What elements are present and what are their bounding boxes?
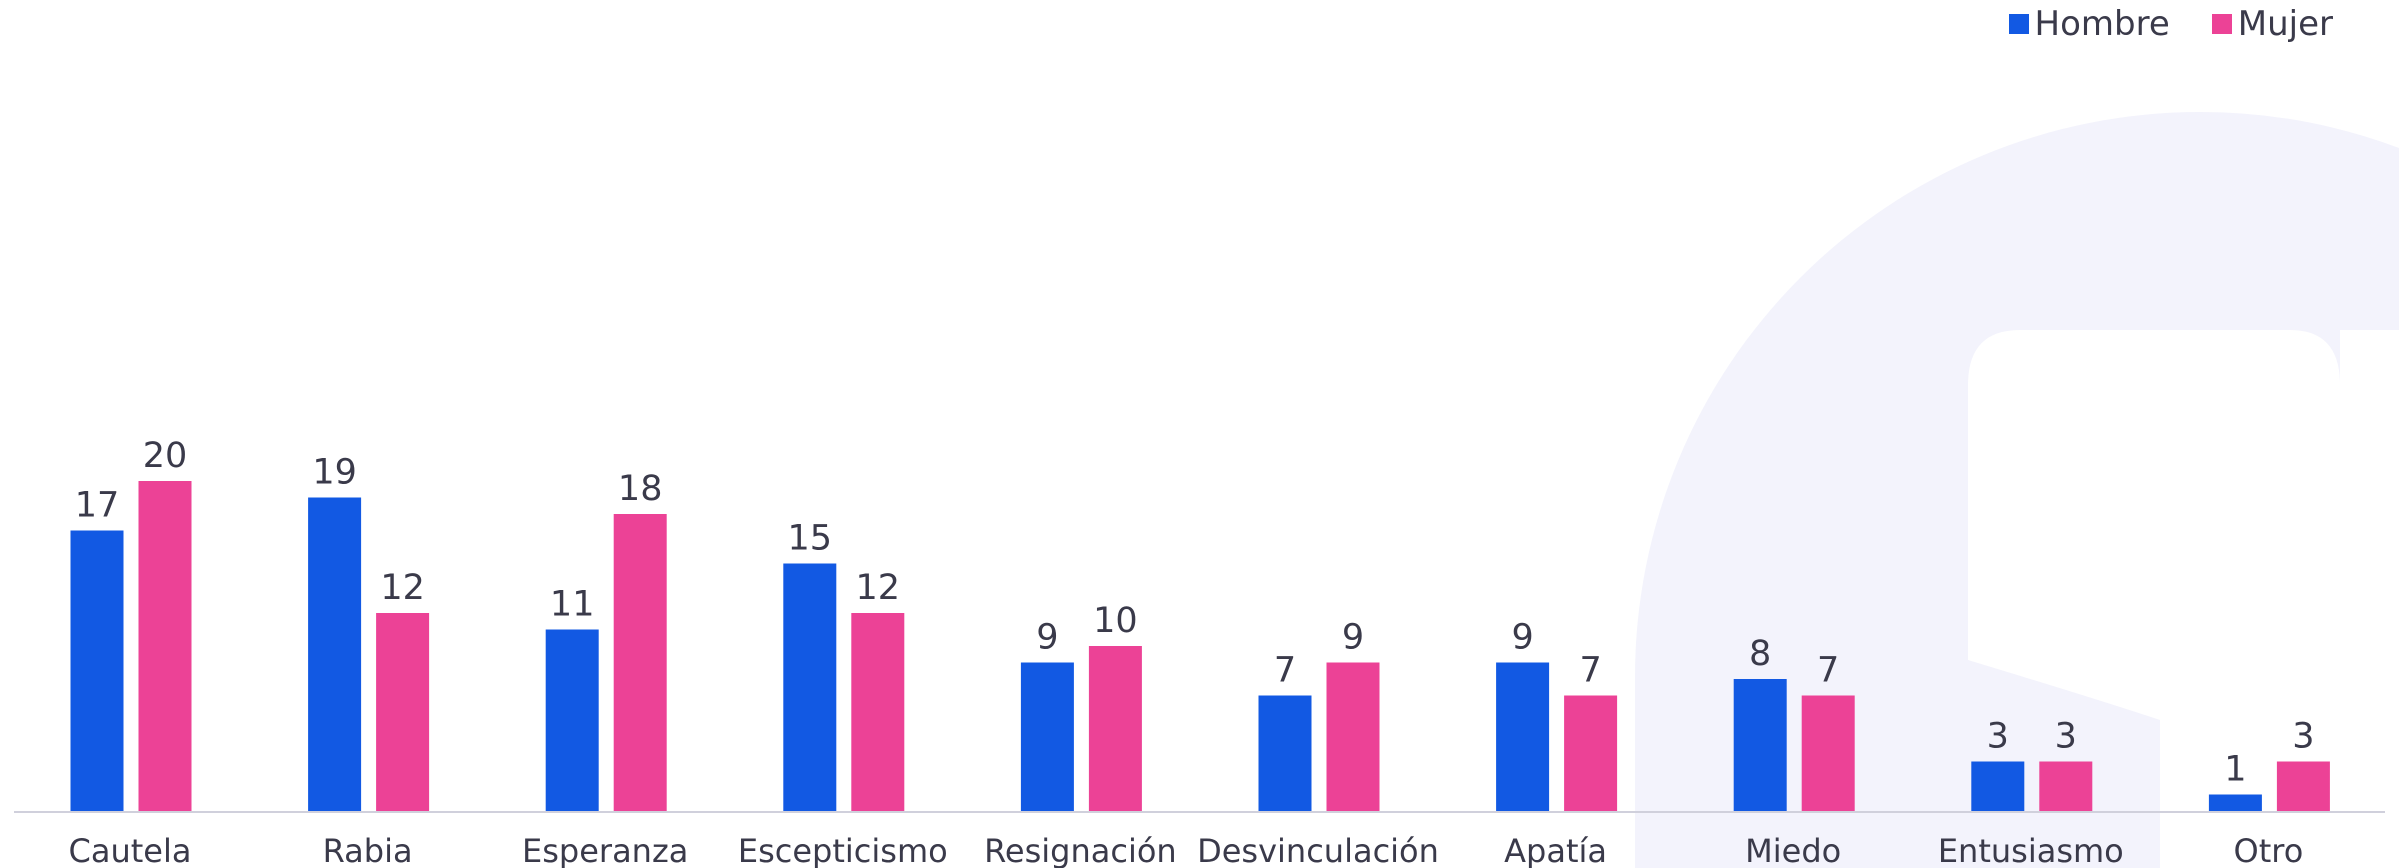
legend-item-hombre: Hombre: [2008, 4, 2170, 44]
bar-mujer-esperanza: [613, 514, 667, 811]
value-label-mujer-desvinculacion: 9: [1342, 618, 1364, 658]
value-label-mujer-miedo: 7: [1817, 651, 1839, 691]
bar-hombre-miedo: [1733, 679, 1787, 811]
legend: Hombre Mujer: [2008, 4, 2333, 44]
category-label-cautela: Cautela: [69, 832, 192, 868]
background-logo-inner: [1968, 330, 2399, 868]
bar-mujer-entusiasmo: [2039, 761, 2093, 811]
value-label-mujer-escepticismo: 12: [856, 568, 901, 608]
legend-swatch-hombre: [2008, 14, 2029, 34]
value-label-hombre-apatia: 9: [1511, 618, 1533, 658]
value-label-mujer-esperanza: 18: [618, 469, 663, 509]
value-label-hombre-esperanza: 11: [550, 585, 595, 625]
category-label-otro: Otro: [2234, 832, 2304, 868]
category-label-esperanza: Esperanza: [522, 832, 688, 868]
bar-mujer-resignacion: [1088, 646, 1142, 811]
category-label-resignacion: Resignación: [984, 832, 1177, 868]
bar-mujer-cautela: [138, 481, 192, 811]
category-label-escepticismo: Escepticismo: [738, 832, 948, 868]
value-label-hombre-otro: 1: [2224, 750, 2246, 790]
bar-hombre-rabia: [308, 497, 362, 811]
bar-mujer-desvinculacion: [1326, 662, 1380, 811]
value-label-mujer-apatia: 7: [1579, 651, 1601, 691]
bar-mujer-apatia: [1564, 695, 1618, 811]
bar-hombre-otro: [2208, 794, 2262, 811]
legend-label-mujer: Mujer: [2237, 4, 2333, 44]
value-labels-layer: 17 20 19 12 11 18 15 12 9 10 7 9 9 7 8 7 3 3 1 3: [75, 436, 2315, 790]
value-label-hombre-miedo: 8: [1749, 634, 1771, 674]
legend-item-mujer: Mujer: [2211, 4, 2333, 44]
value-label-mujer-otro: 3: [2292, 717, 2314, 757]
bar-hombre-entusiasmo: [1971, 761, 2025, 811]
bar-hombre-escepticismo: [783, 563, 837, 811]
bar-mujer-miedo: [1801, 695, 1855, 811]
legend-label-hombre: Hombre: [2034, 4, 2170, 44]
bar-hombre-esperanza: [545, 629, 599, 811]
bars-layer: [70, 481, 2330, 811]
value-label-hombre-resignacion: 9: [1036, 618, 1058, 658]
bar-mujer-rabia: [376, 613, 430, 811]
value-label-mujer-entusiasmo: 3: [2055, 717, 2077, 757]
legend-swatch-mujer: [2211, 14, 2232, 34]
value-label-hombre-cautela: 17: [75, 486, 120, 526]
value-label-hombre-entusiasmo: 3: [1987, 717, 2009, 757]
category-label-entusiasmo: Entusiasmo: [1938, 832, 2124, 868]
bar-hombre-resignacion: [1020, 662, 1074, 811]
value-label-hombre-escepticismo: 15: [788, 519, 833, 559]
category-label-rabia: Rabia: [323, 832, 413, 868]
background-decoration: [1635, 111, 2399, 868]
bar-hombre-apatia: [1496, 662, 1550, 811]
value-label-mujer-resignacion: 10: [1093, 601, 1138, 641]
category-label-apatia: Apatía: [1504, 832, 1607, 868]
bar-mujer-escepticismo: [851, 613, 905, 811]
category-labels-layer: Cautela Rabia Esperanza Escepticismo Resigna…: [69, 832, 2304, 868]
category-label-desvinculacion: Desvinculación: [1197, 832, 1439, 868]
value-label-mujer-rabia: 12: [380, 568, 425, 608]
value-label-mujer-cautela: 20: [143, 436, 188, 476]
bar-hombre-cautela: [70, 530, 124, 811]
value-label-hombre-desvinculacion: 7: [1274, 651, 1296, 691]
bar-mujer-otro: [2276, 761, 2330, 811]
bar-hombre-desvinculacion: [1258, 695, 1312, 811]
value-label-hombre-rabia: 19: [312, 453, 357, 493]
category-label-miedo: Miedo: [1745, 832, 1841, 868]
